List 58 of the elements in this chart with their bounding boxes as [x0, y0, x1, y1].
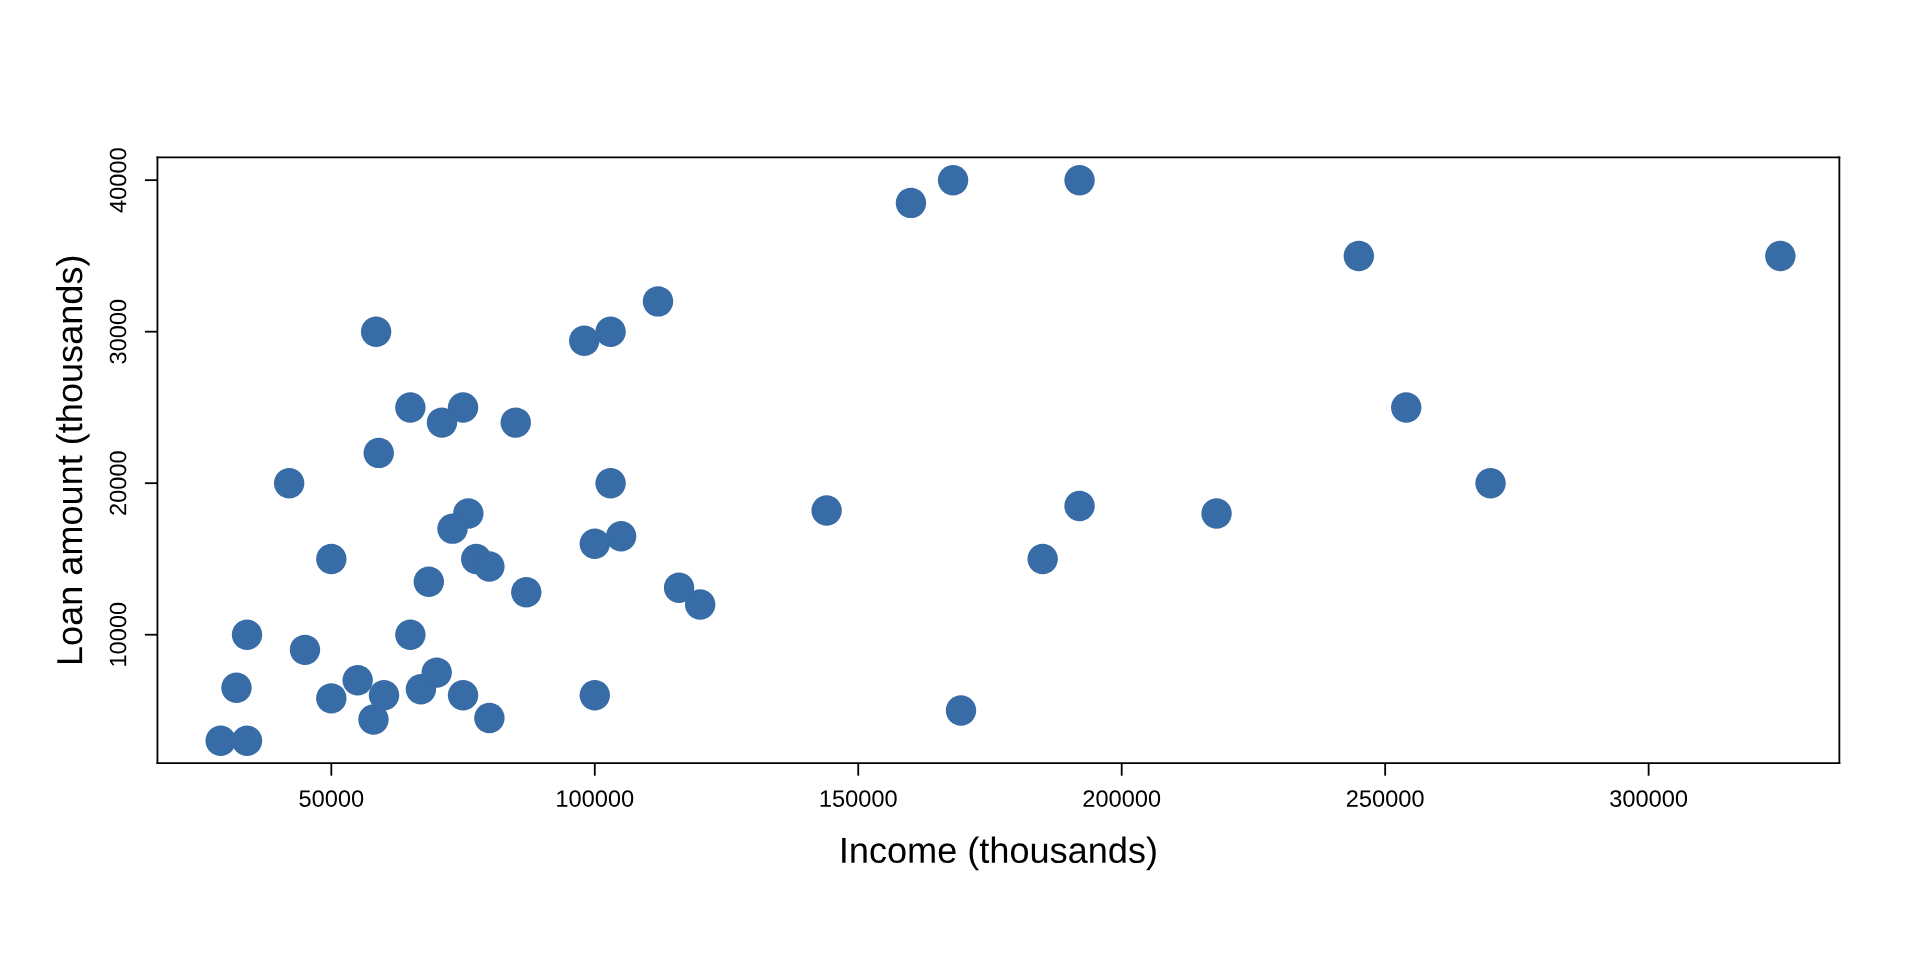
point — [413, 566, 445, 597]
point — [474, 551, 505, 582]
y-tick-label: 10000 — [109, 602, 127, 666]
point — [684, 589, 716, 620]
point — [642, 286, 674, 317]
y-tick-label: 20000 — [109, 451, 127, 515]
point — [289, 634, 321, 666]
point — [395, 619, 426, 650]
point — [895, 187, 927, 219]
point — [579, 680, 610, 711]
point — [595, 316, 626, 347]
point — [316, 543, 347, 575]
point — [368, 680, 400, 711]
x-tick-label: 300000 — [1610, 790, 1688, 807]
x-tick-label: 100000 — [557, 790, 634, 807]
point — [937, 164, 969, 196]
y-axis-title: Loan amount (thousands) — [55, 256, 90, 664]
point — [205, 725, 236, 756]
y-tick-label: 40000 — [109, 148, 127, 213]
x-tick-label: 200000 — [1083, 790, 1161, 807]
point — [447, 680, 479, 711]
point — [500, 407, 531, 438]
point — [231, 619, 263, 650]
point — [342, 664, 373, 696]
point — [360, 316, 392, 347]
point — [605, 521, 637, 552]
point — [1343, 240, 1375, 272]
point — [447, 392, 479, 423]
point — [437, 513, 468, 544]
point — [273, 467, 305, 499]
point — [663, 572, 695, 603]
x-axis-title: Income (thousands) — [842, 836, 1156, 871]
point — [1027, 543, 1058, 575]
point — [316, 683, 347, 714]
point — [363, 437, 394, 469]
point — [1201, 498, 1232, 529]
x-tick-label: 150000 — [820, 790, 897, 807]
point — [511, 577, 542, 608]
point — [1064, 490, 1095, 522]
point — [579, 528, 610, 560]
point — [395, 392, 426, 423]
point — [474, 702, 505, 734]
point — [358, 704, 389, 735]
point — [1064, 164, 1095, 196]
point — [421, 657, 452, 688]
point — [1475, 467, 1506, 499]
point — [231, 725, 263, 756]
point — [1391, 392, 1422, 423]
point — [595, 467, 626, 499]
point — [221, 672, 252, 703]
point — [569, 325, 600, 356]
point — [811, 495, 842, 526]
x-tick-label: 50000 — [299, 790, 364, 807]
point — [1765, 240, 1796, 272]
point — [945, 695, 977, 726]
point — [426, 407, 458, 438]
y-tick-label: 30000 — [109, 299, 127, 364]
x-tick-label: 250000 — [1346, 790, 1424, 807]
